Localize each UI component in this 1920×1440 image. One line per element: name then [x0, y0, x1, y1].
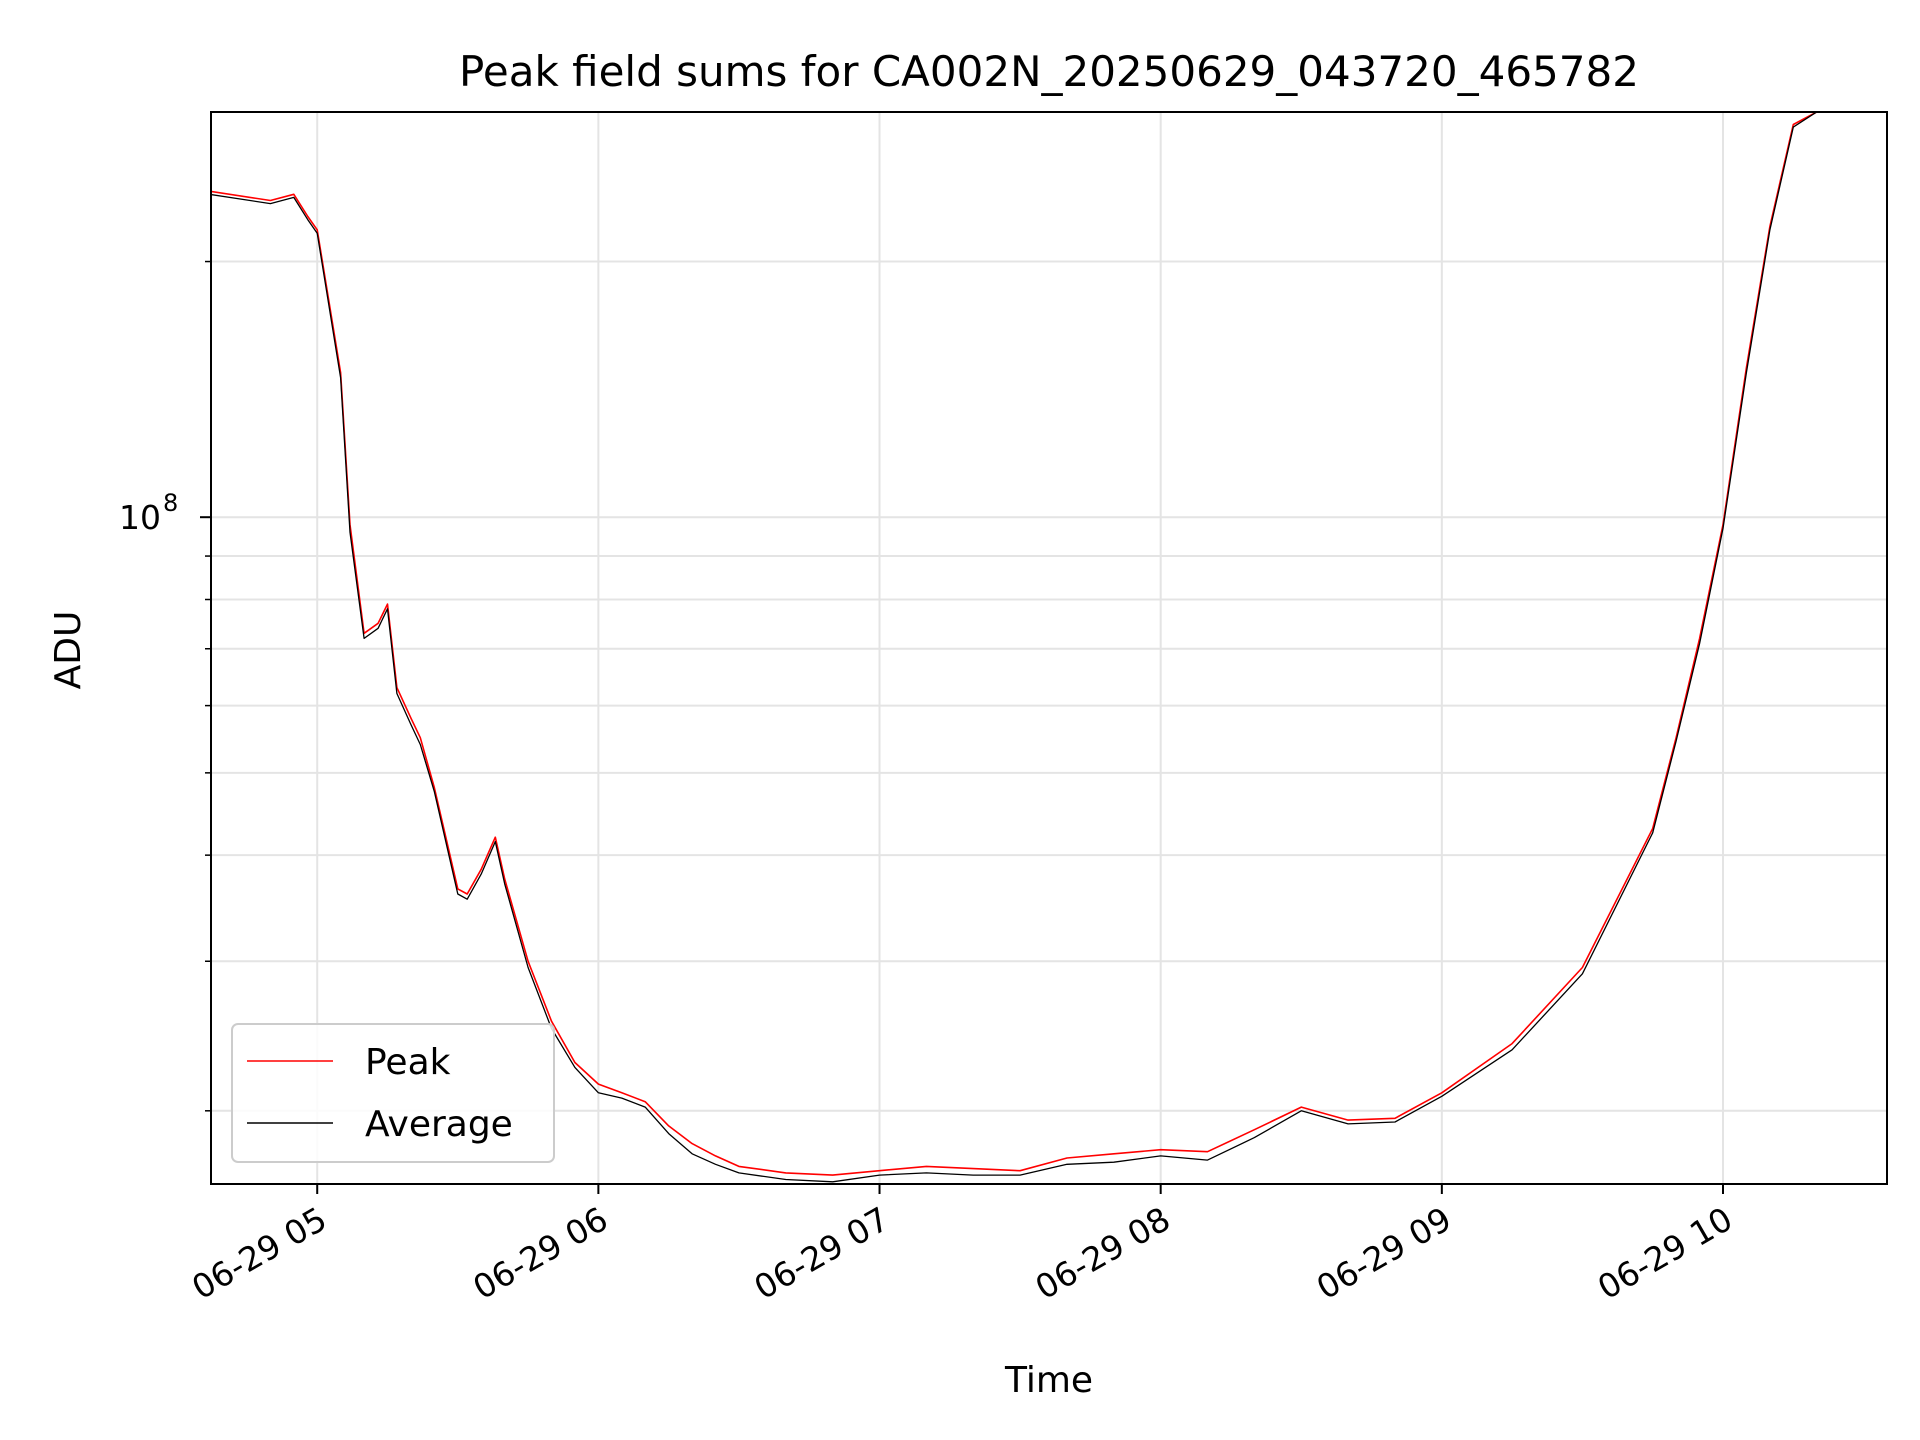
legend: Peak Average — [231, 1023, 555, 1163]
series-line-average — [211, 112, 1887, 1183]
series-lines — [211, 112, 1887, 1183]
grid — [211, 112, 1887, 1184]
x-axis-label: Time — [1004, 1360, 1093, 1401]
chart-title: Peak field sums for CA002N_20250629_0437… — [459, 47, 1639, 96]
plot-frame — [210, 111, 1888, 1185]
legend-box — [231, 1023, 555, 1163]
series-line-peak — [211, 112, 1887, 1176]
y-tick-label-exponent: 8 — [163, 489, 178, 517]
y-tick-label: 10 — [119, 498, 161, 537]
legend-label-peak: Peak — [365, 1042, 451, 1083]
legend-label-average: Average — [365, 1104, 513, 1145]
y-axis-label: ADU — [48, 611, 89, 690]
plot-area — [211, 112, 1887, 1183]
